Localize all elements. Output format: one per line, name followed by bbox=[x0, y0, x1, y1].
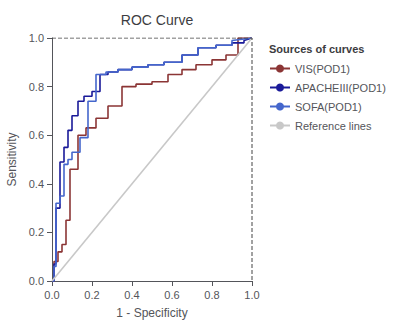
svg-text:Sources of curves: Sources of curves bbox=[269, 43, 364, 55]
svg-text:0.2: 0.2 bbox=[84, 289, 99, 301]
svg-text:1.0: 1.0 bbox=[29, 32, 44, 44]
svg-text:ROC Curve: ROC Curve bbox=[121, 12, 194, 28]
svg-text:1 - Specificity: 1 - Specificity bbox=[116, 306, 187, 320]
svg-text:Sensitivity: Sensitivity bbox=[5, 132, 19, 186]
svg-text:0.4: 0.4 bbox=[29, 178, 44, 190]
svg-text:0.6: 0.6 bbox=[164, 289, 179, 301]
svg-text:0.8: 0.8 bbox=[29, 81, 44, 93]
svg-text:0.8: 0.8 bbox=[204, 289, 219, 301]
svg-text:0.0: 0.0 bbox=[29, 275, 44, 287]
svg-text:SOFA(POD1): SOFA(POD1) bbox=[295, 101, 362, 113]
svg-text:Reference lines: Reference lines bbox=[295, 120, 372, 132]
svg-text:0.0: 0.0 bbox=[44, 289, 59, 301]
svg-text:APACHEIII(POD1): APACHEIII(POD1) bbox=[295, 82, 386, 94]
svg-text:1.0: 1.0 bbox=[244, 289, 259, 301]
svg-text:0.4: 0.4 bbox=[124, 289, 139, 301]
svg-text:VIS(POD1): VIS(POD1) bbox=[295, 63, 350, 75]
svg-text:0.6: 0.6 bbox=[29, 129, 44, 141]
svg-text:0.2: 0.2 bbox=[29, 226, 44, 238]
